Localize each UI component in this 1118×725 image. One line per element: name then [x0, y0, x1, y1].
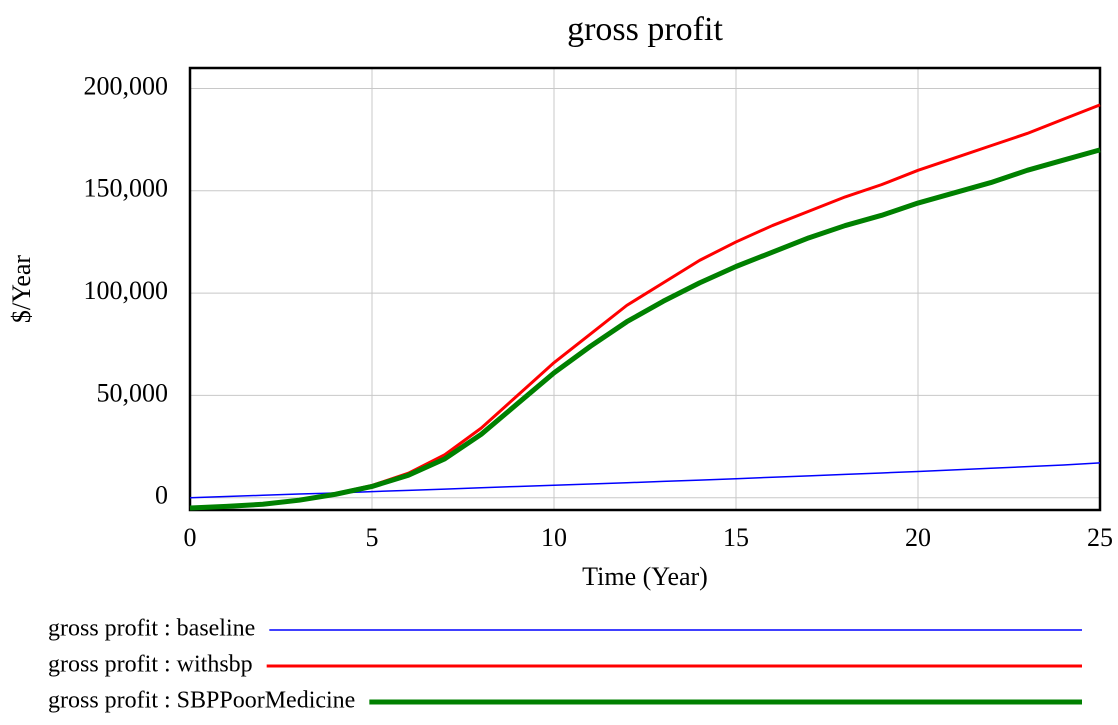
legend-label: gross profit : baseline — [48, 616, 255, 642]
x-tick-label: 20 — [905, 523, 931, 552]
x-tick-label: 15 — [723, 523, 749, 552]
x-tick-label: 10 — [541, 523, 567, 552]
legend-label: gross profit : withsbp — [48, 652, 253, 678]
x-tick-label: 0 — [184, 523, 197, 552]
data-line — [189, 462, 1101, 499]
legend-label: gross profit : SBPPoorMedicine — [48, 688, 355, 714]
x-axis-label: Time (Year) — [582, 562, 708, 591]
y-tick-label: 150,000 — [84, 174, 169, 203]
y-tick-label: 200,000 — [84, 71, 169, 100]
data-line — [189, 147, 1101, 511]
data-line — [189, 103, 1101, 510]
chart-title: gross profit — [567, 11, 723, 48]
y-axis-label: $/Year — [7, 255, 36, 323]
x-tick-label: 5 — [366, 523, 379, 552]
y-tick-label: 0 — [155, 481, 168, 510]
plot-frame — [188, 66, 1102, 512]
y-tick-label: 100,000 — [84, 276, 169, 305]
x-tick-label: 25 — [1087, 523, 1113, 552]
y-tick-label: 50,000 — [97, 378, 169, 407]
